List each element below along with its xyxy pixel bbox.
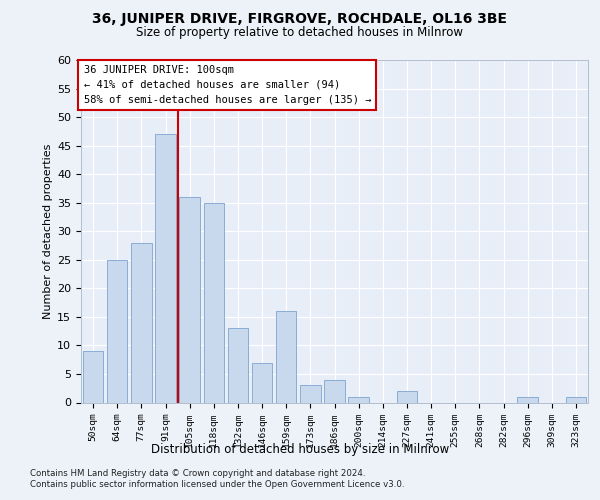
Bar	[517, 397, 538, 402]
Text: Size of property relative to detached houses in Milnrow: Size of property relative to detached ho…	[137, 26, 464, 39]
Bar	[131, 242, 152, 402]
Bar	[107, 260, 127, 402]
Bar	[276, 311, 296, 402]
Text: Contains HM Land Registry data © Crown copyright and database right 2024.: Contains HM Land Registry data © Crown c…	[30, 469, 365, 478]
Bar	[179, 197, 200, 402]
Bar	[349, 397, 369, 402]
Text: 36 JUNIPER DRIVE: 100sqm
← 41% of detached houses are smaller (94)
58% of semi-d: 36 JUNIPER DRIVE: 100sqm ← 41% of detach…	[83, 65, 371, 104]
Text: Distribution of detached houses by size in Milnrow: Distribution of detached houses by size …	[151, 442, 449, 456]
Bar	[155, 134, 176, 402]
Bar	[324, 380, 345, 402]
Y-axis label: Number of detached properties: Number of detached properties	[43, 144, 53, 319]
Text: Contains public sector information licensed under the Open Government Licence v3: Contains public sector information licen…	[30, 480, 404, 489]
Text: 36, JUNIPER DRIVE, FIRGROVE, ROCHDALE, OL16 3BE: 36, JUNIPER DRIVE, FIRGROVE, ROCHDALE, O…	[92, 12, 508, 26]
Bar	[227, 328, 248, 402]
Bar	[252, 362, 272, 403]
Bar	[300, 386, 320, 402]
Bar	[83, 351, 103, 403]
Bar	[566, 397, 586, 402]
Bar	[397, 391, 417, 402]
Bar	[203, 202, 224, 402]
